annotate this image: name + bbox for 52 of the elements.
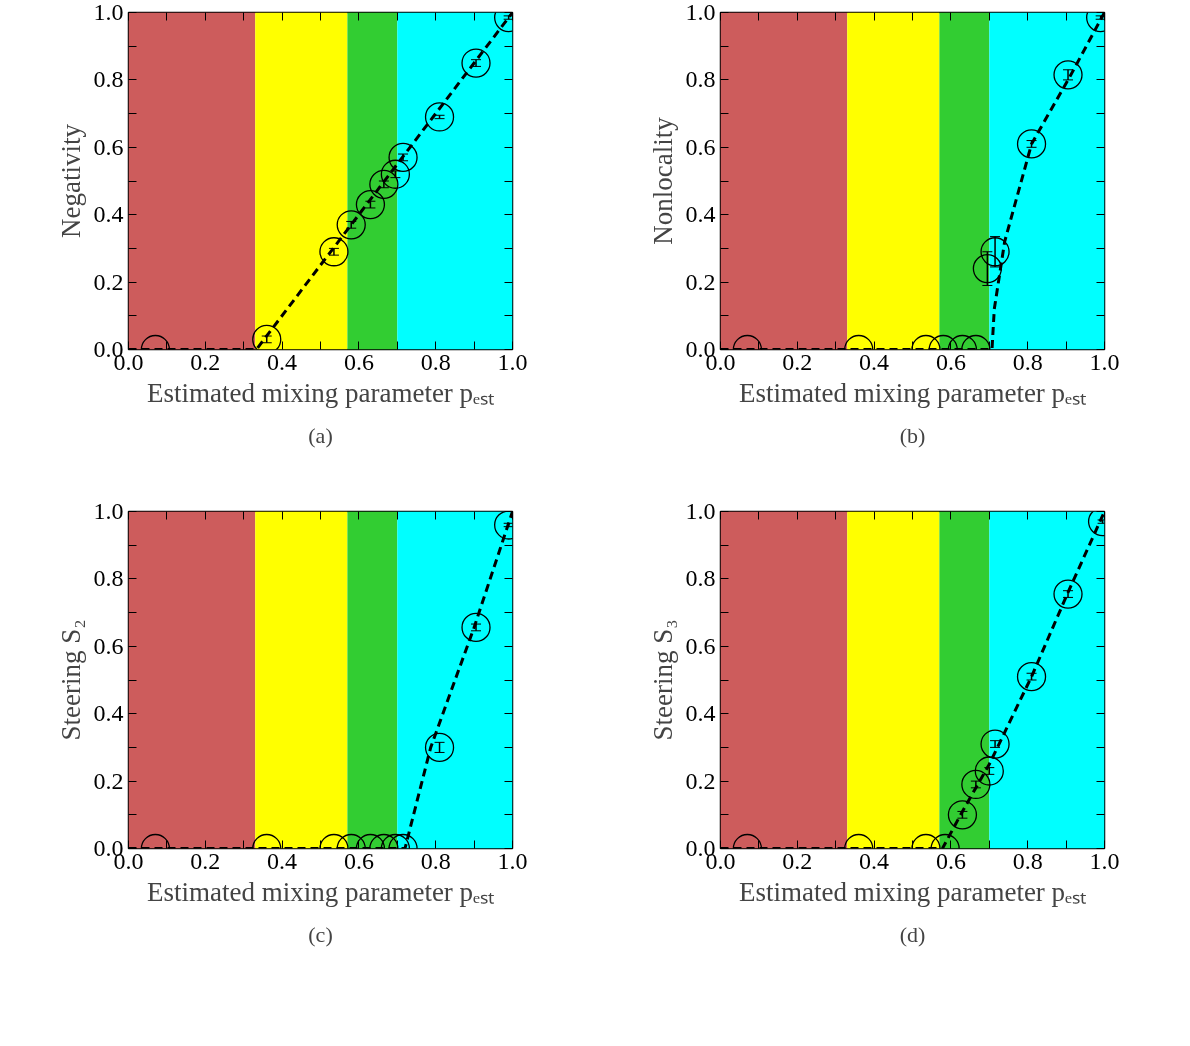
x-tick-label: 0.4 (859, 348, 890, 375)
text: (d) (899, 921, 926, 947)
y-tick-label: 1.0 (93, 0, 124, 25)
y-tick-label: 0.6 (93, 133, 124, 160)
y-tick-label: 0.8 (685, 66, 716, 93)
y-tick-label: 0.2 (93, 268, 124, 295)
x-tick-label: 1.0 (497, 348, 528, 375)
y-tick-label: 0.4 (93, 700, 124, 727)
y-axis-title: Negativity (55, 123, 86, 238)
y-axis-title: Steering S₂ (55, 619, 86, 741)
x-axis-title: Estimated mixing parameter pₑₛₜ (738, 377, 1087, 408)
y-tick-label: 0.4 (685, 700, 716, 727)
x-tick-label: 0.6 (935, 847, 966, 874)
y-tick-label: 0.4 (93, 201, 124, 228)
x-tick-label: 0.6 (935, 348, 966, 375)
x-tick-label: 1.0 (1089, 847, 1120, 874)
x-axis-title: Estimated mixing parameter pₑₛₜ (738, 876, 1087, 907)
text: (a) (308, 422, 333, 448)
x-tick-label: 0.2 (782, 348, 813, 375)
text: (b) (899, 422, 926, 448)
x-tick-label: 0.4 (267, 847, 298, 874)
x-tick-label: 0.2 (190, 847, 221, 874)
y-axis-title: Steering S₃ (647, 619, 678, 741)
y-tick-label: 0.2 (685, 767, 716, 794)
y-tick-label: 0.4 (685, 201, 716, 228)
x-tick-label: 0.8 (420, 847, 451, 874)
x-tick-label: 0.2 (782, 847, 813, 874)
y-tick-label: 1.0 (93, 498, 124, 524)
x-tick-label: 1.0 (1089, 348, 1120, 375)
x-tick-label: 0.8 (1012, 348, 1043, 375)
x-tick-label: 0.6 (343, 847, 374, 874)
y-axis-title: Nonlocality (647, 116, 678, 245)
y-tick-label: 0.8 (685, 565, 716, 592)
text: (c) (308, 921, 333, 947)
y-tick-label: 1.0 (685, 0, 716, 25)
y-tick-label: 0.6 (685, 632, 716, 659)
x-tick-label: 0.8 (420, 348, 451, 375)
y-tick-label: 0.6 (93, 632, 124, 659)
y-tick-label: 0.6 (685, 133, 716, 160)
y-tick-label: 0.2 (685, 268, 716, 295)
x-tick-label: 1.0 (497, 847, 528, 874)
x-tick-label: 0.4 (859, 847, 890, 874)
x-tick-label: 0.4 (267, 348, 298, 375)
x-tick-label: 0.8 (1012, 847, 1043, 874)
x-axis-title: Estimated mixing parameter pₑₛₜ (146, 377, 495, 408)
x-tick-label: 0.2 (190, 348, 221, 375)
x-axis-title: Estimated mixing parameter pₑₛₜ (146, 876, 495, 907)
y-tick-label: 0.8 (93, 66, 124, 93)
y-tick-label: 0.8 (93, 565, 124, 592)
x-tick-label: 0.6 (343, 348, 374, 375)
y-tick-label: 0.2 (93, 767, 124, 794)
y-tick-label: 1.0 (685, 498, 716, 524)
